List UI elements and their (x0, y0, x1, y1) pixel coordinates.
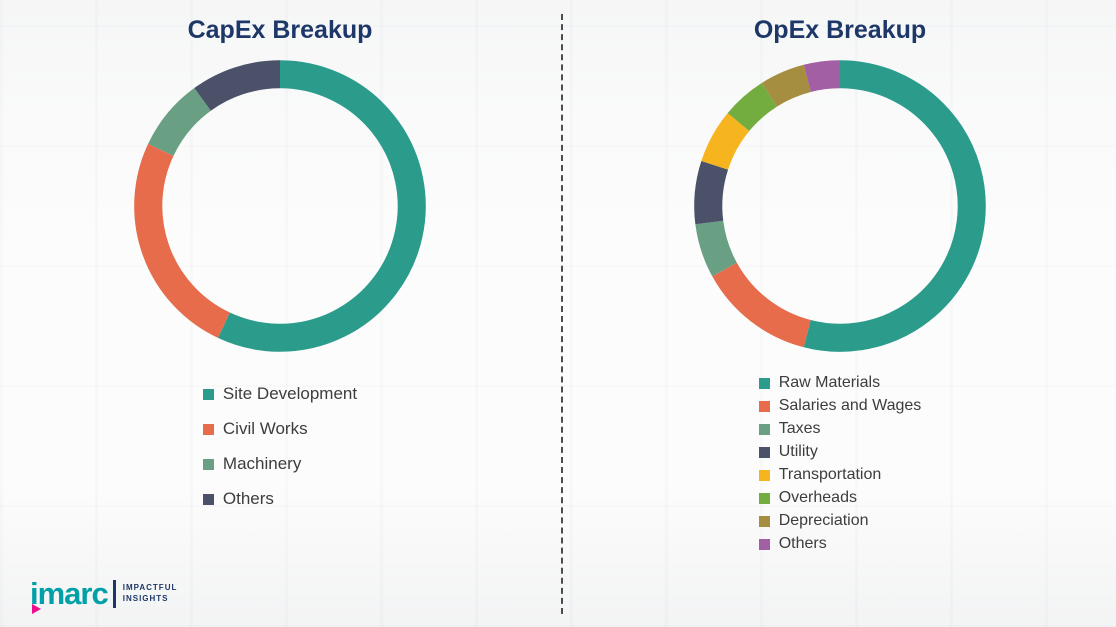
legend-swatch-transportation (758, 469, 770, 481)
legend-swatch-others (758, 538, 770, 550)
capex-legend: Site Development Civil Works Machinery Othe… (202, 369, 358, 524)
legend-label: Transportation (778, 466, 882, 483)
legend-label: Site Development (222, 384, 358, 403)
capex-title: CapEx Breakup (187, 16, 373, 44)
donut-segment-machinery (148, 88, 212, 157)
opex-legend: Raw Materials Salaries and Wages Taxes Util… (758, 369, 922, 558)
legend-swatch-site-development (202, 388, 214, 400)
logo-tagline-line1: IMPACTFUL (122, 583, 178, 593)
legend-item-utility: Utility (758, 443, 922, 461)
donut-segment-others (803, 60, 841, 93)
donut-segment-utility (694, 160, 729, 225)
legend-item-transportation: Transportation (758, 466, 922, 484)
donut-segment-taxes (695, 220, 738, 277)
legend-swatch-civil-works (202, 423, 214, 435)
opex-title: OpEx Breakup (753, 16, 927, 44)
legend-label: Others (778, 535, 827, 552)
legend-label: Utility (778, 443, 818, 460)
donut-segment-depreciation (761, 64, 812, 107)
legend-item-taxes: Taxes (758, 420, 922, 438)
donut-segment-civil-works (134, 143, 231, 338)
opex-donut-chart (685, 51, 995, 361)
legend-swatch-taxes (758, 423, 770, 435)
logo-tagline: IMPACTFUL INSIGHTS (123, 583, 178, 604)
donut-segment-transportation (701, 113, 750, 170)
capex-panel: CapEx Breakup Site Development Civil Work… (0, 16, 560, 524)
donut-segment-site-development (217, 60, 426, 352)
donut-segment-raw-materials (803, 60, 986, 352)
legend-item-others: Others (202, 489, 357, 509)
legend-swatch-others (202, 493, 214, 505)
legend-swatch-raw-materials (758, 377, 770, 389)
legend-item-civil-works: Civil Works (202, 419, 357, 439)
donut-segment-salaries-and-wages (712, 262, 812, 348)
legend-swatch-utility (758, 446, 770, 458)
opex-legend-container: Raw Materials Salaries and Wages Taxes Util… (564, 361, 1116, 558)
capex-donut-chart (125, 51, 435, 361)
legend-item-overheads: Overheads (758, 489, 922, 507)
legend-label: Salaries and Wages (778, 397, 922, 414)
legend-item-salaries-and-wages: Salaries and Wages (758, 397, 922, 415)
legend-item-site-development: Site Development (202, 384, 358, 404)
legend-item-others: Others (758, 535, 922, 553)
legend-swatch-overheads (758, 492, 770, 504)
legend-label: Civil Works (222, 419, 308, 438)
legend-item-machinery: Machinery (202, 454, 357, 474)
imarc-logo: imarc IMPACTFUL INSIGHTS (30, 576, 178, 614)
opex-panel: OpEx Breakup Raw Materials Salaries and W… (564, 0, 1116, 627)
legend-item-depreciation: Depreciation (758, 512, 922, 530)
logo-tagline-line2: INSIGHTS (122, 593, 169, 603)
legend-label: Taxes (778, 420, 821, 437)
donut-segment-overheads (727, 82, 778, 132)
legend-swatch-depreciation (758, 515, 770, 527)
dashed-divider-line (561, 14, 563, 614)
legend-swatch-salaries-and-wages (758, 400, 770, 412)
logo-accent-triangle-icon (32, 604, 41, 614)
legend-label: Machinery (222, 454, 302, 473)
capex-legend-container: Site Development Civil Works Machinery Othe… (0, 361, 560, 524)
legend-label: Raw Materials (778, 374, 881, 391)
legend-label: Others (222, 489, 274, 508)
legend-label: Overheads (778, 489, 857, 506)
legend-swatch-machinery (202, 458, 214, 470)
legend-item-raw-materials: Raw Materials (758, 374, 922, 392)
logo-brand-text: imarc (30, 576, 109, 611)
donut-segment-others (194, 60, 281, 112)
logo-divider-bar (112, 579, 116, 608)
legend-label: Depreciation (778, 512, 869, 529)
